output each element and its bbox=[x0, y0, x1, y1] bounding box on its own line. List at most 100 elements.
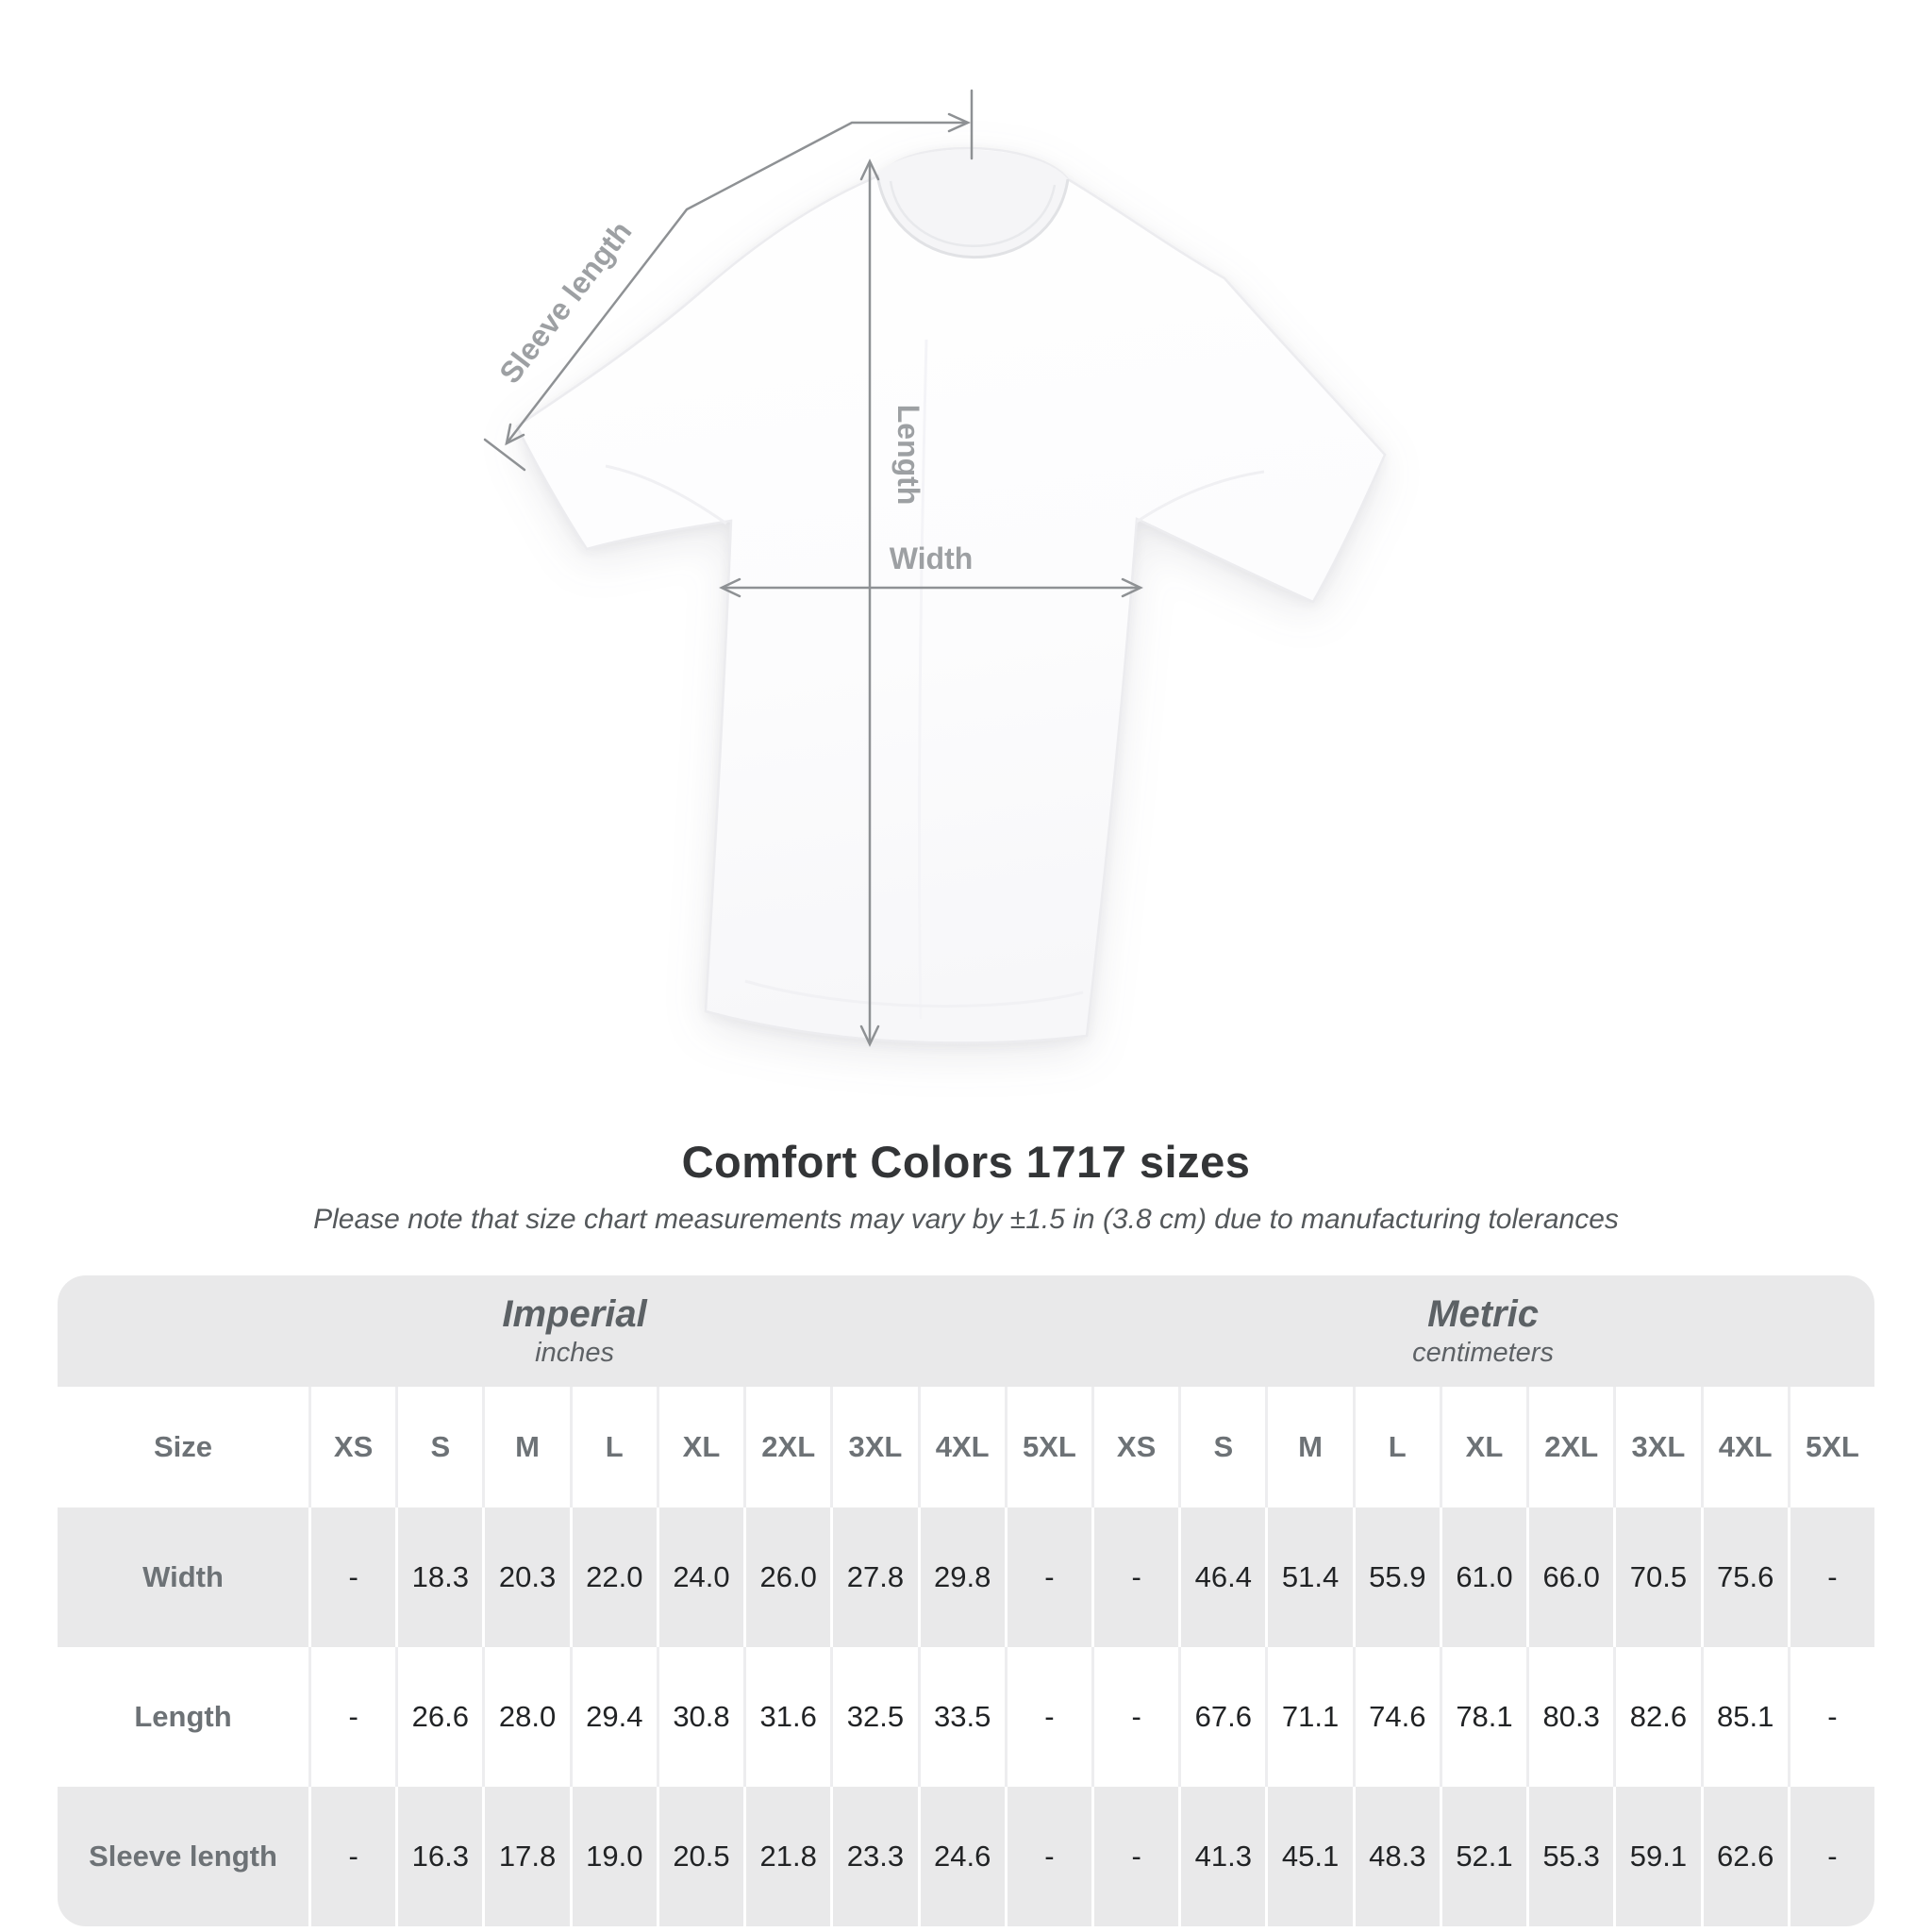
tshirt-body bbox=[515, 146, 1387, 1044]
value-cell-metric: 46.4 bbox=[1178, 1507, 1265, 1647]
value-cell-imperial: 16.3 bbox=[395, 1787, 482, 1926]
tshirt-collar-outer-seam bbox=[875, 174, 1070, 259]
value-cell-metric: 78.1 bbox=[1439, 1647, 1526, 1787]
table-body: Width -18.3 20.3 22.0 24.0 26.0 27.8 29.8- -46.4… bbox=[58, 1507, 1874, 1926]
row-label: Length bbox=[134, 1700, 232, 1733]
row-label: Sleeve length bbox=[89, 1840, 277, 1873]
value-cell-imperial: 17.8 bbox=[482, 1787, 569, 1926]
column-header-3xl-imperial: 3XL bbox=[830, 1387, 917, 1507]
sleeve-length-arrowhead-right bbox=[947, 112, 972, 133]
length-arrowhead-bottom bbox=[859, 1024, 880, 1047]
hem-seam bbox=[744, 979, 1084, 1008]
value-cell-imperial: 21.8 bbox=[743, 1787, 830, 1926]
length-label: Length bbox=[891, 405, 925, 506]
column-header-xl-imperial: XL bbox=[656, 1387, 743, 1507]
value-cell-imperial: 28.0 bbox=[482, 1647, 569, 1787]
unit-section-imperial: Imperial inches bbox=[58, 1275, 1091, 1387]
table-header-row: Size XS S M L XL 2XL 3XL 4XL 5XL XS S M L XL 2XL 3XL 4XL 5… bbox=[58, 1387, 1874, 1507]
column-header-2xl-imperial: 2XL bbox=[743, 1387, 830, 1507]
column-header-2xl-metric: 2XL bbox=[1526, 1387, 1613, 1507]
column-header-4xl-metric: 4XL bbox=[1700, 1387, 1788, 1507]
value-cell-imperial: 30.8 bbox=[656, 1647, 743, 1787]
value-cell-imperial: - bbox=[308, 1787, 395, 1926]
metric-title: Metric bbox=[1427, 1292, 1539, 1335]
value-cell-metric: 55.3 bbox=[1526, 1787, 1613, 1926]
value-cell-metric: 41.3 bbox=[1178, 1787, 1265, 1926]
value-cell-metric: 80.3 bbox=[1526, 1647, 1613, 1787]
size-table: Imperial inches Metric centimeters Size X… bbox=[58, 1275, 1874, 1926]
value-cell-imperial: 20.3 bbox=[482, 1507, 569, 1647]
value-cell-imperial: 20.5 bbox=[656, 1787, 743, 1926]
value-cell-metric: - bbox=[1787, 1507, 1874, 1647]
table-row-length: Length -26.6 28.0 29.4 30.8 31.6 32.5 33.5- -67.… bbox=[58, 1647, 1874, 1787]
value-cell-imperial: 24.0 bbox=[656, 1507, 743, 1647]
width-arrowhead-right bbox=[1121, 577, 1143, 598]
page-subtitle: Please note that size chart measurements… bbox=[313, 1204, 1619, 1235]
value-cell-metric: - bbox=[1787, 1787, 1874, 1926]
value-cell-metric: 45.1 bbox=[1265, 1787, 1352, 1926]
column-header-xl-metric: XL bbox=[1439, 1387, 1526, 1507]
column-header-5xl-metric: 5XL bbox=[1787, 1387, 1874, 1507]
column-header-l-metric: L bbox=[1352, 1387, 1440, 1507]
value-cell-imperial: 27.8 bbox=[830, 1507, 917, 1647]
value-cell-metric: - bbox=[1091, 1787, 1178, 1926]
value-cell-metric: 48.3 bbox=[1352, 1787, 1440, 1926]
column-header-m-imperial: M bbox=[482, 1387, 569, 1507]
imperial-unit: inches bbox=[535, 1337, 614, 1368]
tshirt-collar-inner-shade bbox=[877, 149, 1068, 258]
sleeve-length-line bbox=[505, 121, 968, 445]
table-row-sleeve-length: Sleeve length -16.3 17.8 19.0 20.5 21.8 23.3 24… bbox=[58, 1787, 1874, 1926]
page-title: Comfort Colors 1717 sizes bbox=[681, 1137, 1251, 1187]
value-cell-metric: 55.9 bbox=[1352, 1507, 1440, 1647]
column-header-xs-metric: XS bbox=[1091, 1387, 1178, 1507]
table-row-width: Width -18.3 20.3 22.0 24.0 26.0 27.8 29.8- -46.4… bbox=[58, 1507, 1874, 1647]
fold-line bbox=[605, 464, 727, 525]
value-cell-imperial: 29.8 bbox=[917, 1507, 1005, 1647]
value-cell-metric: 67.6 bbox=[1178, 1647, 1265, 1787]
value-cell-metric: - bbox=[1091, 1507, 1178, 1647]
value-cell-imperial: 23.3 bbox=[830, 1787, 917, 1926]
value-cell-imperial: - bbox=[308, 1507, 395, 1647]
value-cell-imperial: - bbox=[1004, 1787, 1091, 1926]
value-cell-imperial: - bbox=[1004, 1507, 1091, 1647]
width-arrowhead-left bbox=[719, 577, 741, 598]
imperial-title: Imperial bbox=[502, 1292, 647, 1335]
value-cell-metric: 82.6 bbox=[1613, 1647, 1700, 1787]
measurement-annotations bbox=[483, 89, 1143, 1047]
fold-line bbox=[1136, 470, 1265, 524]
value-cell-imperial: - bbox=[308, 1647, 395, 1787]
value-cell-imperial: 19.0 bbox=[569, 1787, 657, 1926]
metric-unit: centimeters bbox=[1412, 1337, 1554, 1368]
value-cell-metric: 52.1 bbox=[1439, 1787, 1526, 1926]
tshirt-collar-inner-seam bbox=[889, 180, 1057, 247]
value-cell-imperial: 33.5 bbox=[917, 1647, 1005, 1787]
value-cell-imperial: - bbox=[1004, 1647, 1091, 1787]
value-cell-metric: 85.1 bbox=[1700, 1647, 1788, 1787]
row-label: Width bbox=[142, 1560, 224, 1593]
value-cell-metric: 62.6 bbox=[1700, 1787, 1788, 1926]
value-cell-metric: 66.0 bbox=[1526, 1507, 1613, 1647]
fold-line bbox=[917, 339, 928, 1020]
column-header-xs-imperial: XS bbox=[308, 1387, 395, 1507]
sleeve-cuff-tick bbox=[483, 438, 526, 472]
value-cell-metric: - bbox=[1091, 1647, 1178, 1787]
column-header-3xl-metric: 3XL bbox=[1613, 1387, 1700, 1507]
sleeve-length-arrowhead-left bbox=[505, 423, 525, 446]
value-cell-metric: 61.0 bbox=[1439, 1507, 1526, 1647]
column-header-4xl-imperial: 4XL bbox=[917, 1387, 1005, 1507]
value-cell-metric: 74.6 bbox=[1352, 1647, 1440, 1787]
width-label: Width bbox=[890, 541, 974, 575]
value-cell-imperial: 24.6 bbox=[917, 1787, 1005, 1926]
value-cell-imperial: 26.0 bbox=[743, 1507, 830, 1647]
column-header-m-metric: M bbox=[1265, 1387, 1352, 1507]
column-header-s-metric: S bbox=[1178, 1387, 1265, 1507]
value-cell-metric: - bbox=[1787, 1647, 1874, 1787]
column-header-size: Size bbox=[153, 1430, 213, 1463]
value-cell-imperial: 18.3 bbox=[395, 1507, 482, 1647]
value-cell-imperial: 22.0 bbox=[569, 1507, 657, 1647]
value-cell-metric: 75.6 bbox=[1700, 1507, 1788, 1647]
value-cell-imperial: 31.6 bbox=[743, 1647, 830, 1787]
column-header-s-imperial: S bbox=[395, 1387, 482, 1507]
